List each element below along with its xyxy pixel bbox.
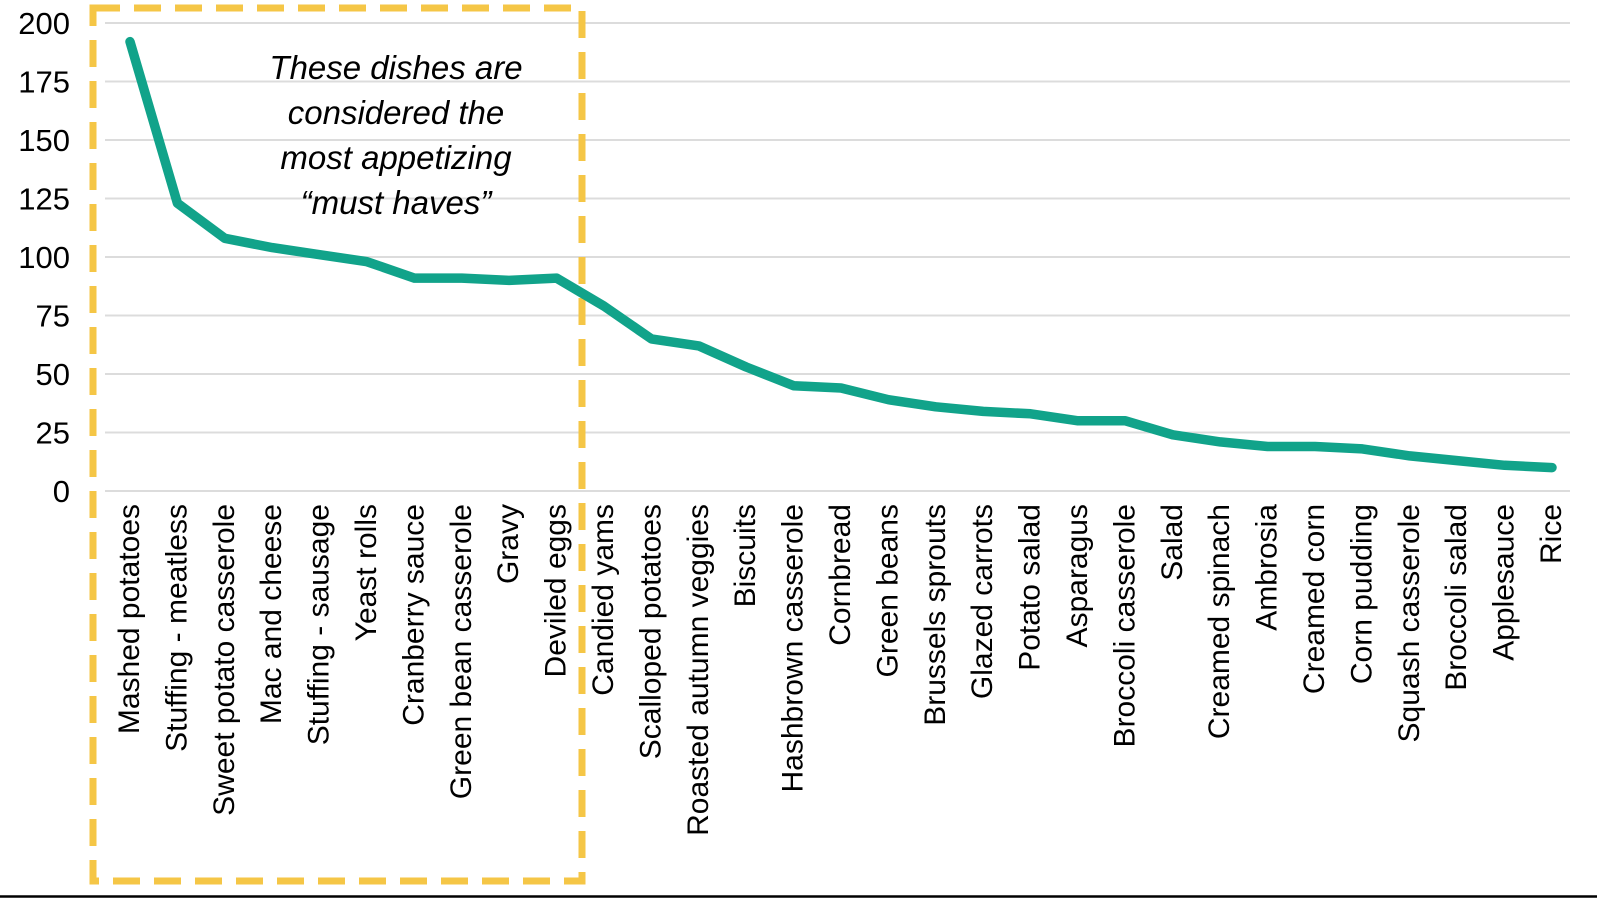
annotation-line: considered the (288, 94, 504, 131)
x-axis-category-label: Corn pudding (1345, 504, 1378, 684)
x-axis-category-label: Hashbrown casserole (777, 504, 810, 792)
annotation-line: These dishes are (269, 49, 522, 86)
x-axis-category-label: Sweet potato casserole (208, 504, 241, 816)
y-axis-tick-label: 100 (18, 240, 70, 275)
y-axis-tick-label: 175 (18, 65, 70, 100)
x-axis-category-label: Broccoli casserole (1108, 504, 1141, 747)
y-axis-tick-label: 125 (18, 182, 70, 217)
x-axis-category-label: Mashed potatoes (113, 504, 146, 734)
x-axis-category-label: Deviled eggs (540, 504, 573, 677)
y-axis-tick-label: 0 (53, 474, 70, 509)
x-axis-category-label: Cornbread (824, 504, 857, 646)
x-axis-category-label: Mac and cheese (255, 504, 288, 724)
y-axis-tick-label: 25 (36, 416, 70, 451)
y-axis-tick-label: 75 (36, 299, 70, 334)
x-axis-category-label: Applesauce (1488, 504, 1521, 661)
x-axis-category-label: Rice (1535, 504, 1568, 564)
annotation-line: most appetizing (280, 139, 512, 176)
x-axis-category-label: Cranberry sauce (397, 504, 430, 726)
x-axis-category-label: Glazed carrots (966, 504, 999, 699)
highlight-box (89, 4, 586, 885)
y-axis-tick-label: 150 (18, 123, 70, 158)
x-axis-category-label: Creamed corn (1298, 504, 1331, 694)
x-axis-category-label: Squash casserole (1393, 504, 1426, 742)
x-axis-category-label: Stuffing - meatless (160, 504, 193, 752)
x-axis-category-label: Scalloped potatoes (634, 504, 667, 759)
series-line (125, 36, 1557, 473)
x-axis-category-label: Ambrosia (1251, 504, 1284, 631)
x-axis-category-label: Green beans (871, 504, 904, 677)
y-axis-tick-label: 200 (18, 6, 70, 41)
x-axis-category-label: Broccoli salad (1440, 504, 1473, 691)
x-axis-category-label: Roasted autumn veggies (682, 504, 715, 836)
x-axis-category-labels: Mashed potatoes Stuffing - meatless Sweet … (113, 504, 1568, 836)
x-axis-category-label: Brussels sprouts (919, 504, 952, 726)
x-axis-category-label: Salad (1156, 504, 1189, 581)
annotation-line: “must haves” (301, 184, 494, 221)
x-axis-category-label: Gravy (492, 504, 525, 584)
y-axis-tick-label: 50 (36, 357, 70, 392)
gridlines (105, 22, 1570, 492)
x-axis-category-label: Potato salad (1014, 504, 1047, 671)
annotation: These dishes are considered the most appet… (269, 49, 522, 221)
x-axis-category-label: Green bean casserole (445, 504, 478, 799)
x-axis-category-label: Biscuits (729, 504, 762, 607)
x-axis-category-label: Creamed spinach (1203, 504, 1236, 739)
y-axis-tick-labels: 0 25 50 75 100 125 150 175 200 (18, 6, 70, 509)
x-axis-category-label: Asparagus (1061, 504, 1094, 647)
x-axis-category-label: Yeast rolls (350, 504, 383, 641)
x-axis-category-label: Candied yams (587, 504, 620, 696)
x-axis-category-label: Stuffing - sausage (303, 504, 336, 745)
